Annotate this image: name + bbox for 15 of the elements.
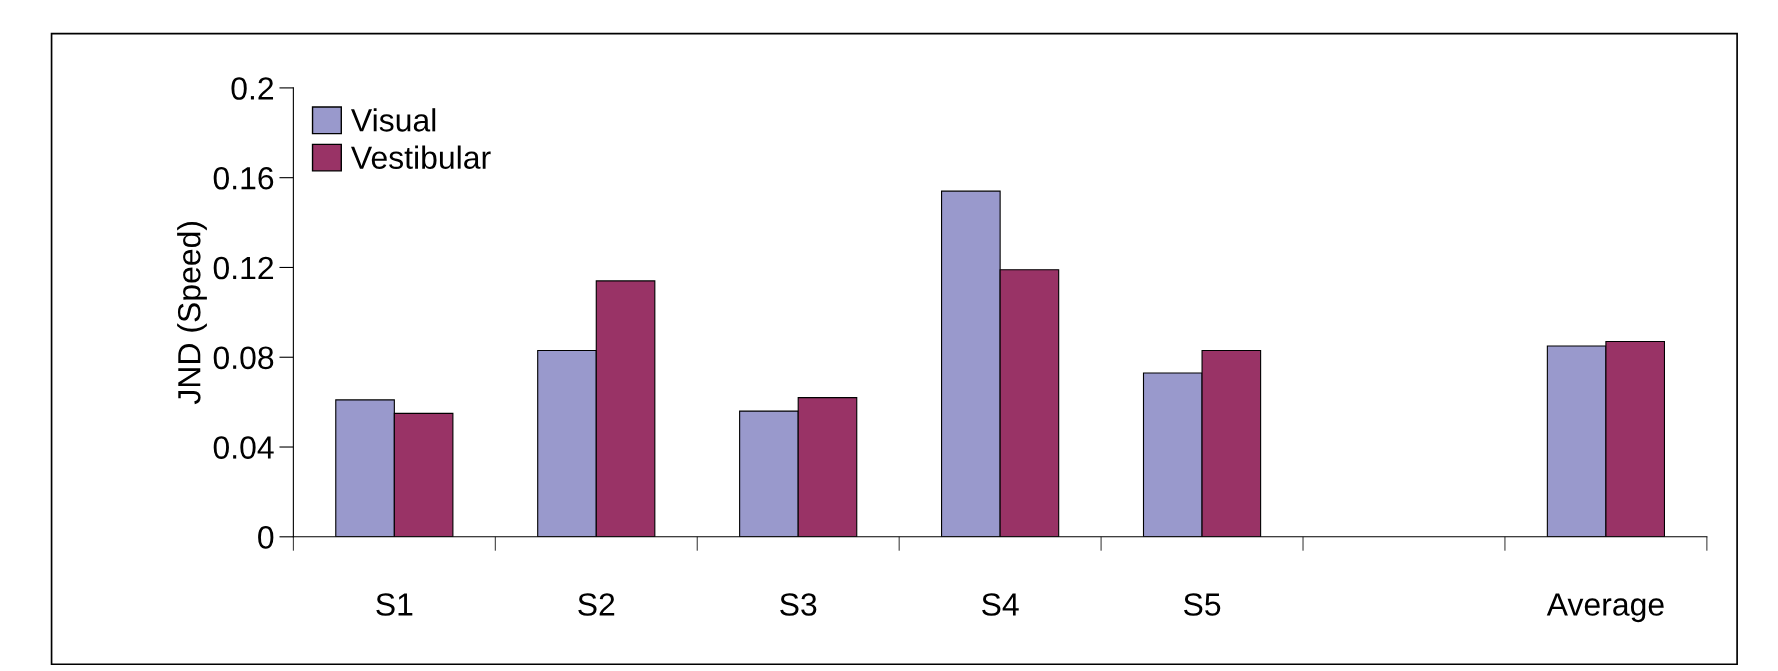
x-tick-label: S1: [376, 593, 413, 616]
y-tick-label: 0.04: [213, 436, 274, 459]
x-tick-label: S4: [982, 593, 1019, 616]
y-tick-label: 0: [258, 526, 274, 549]
y-axis-title: JND (Speed): [177, 222, 207, 405]
x-tick-label: S5: [1183, 593, 1221, 616]
y-tick-label: 0.12: [213, 256, 274, 280]
y-tick-label: 0.08: [213, 346, 274, 370]
x-tick-label: Average: [1546, 593, 1664, 623]
x-tick-label: S3: [780, 593, 817, 616]
x-tick-label: S2: [578, 593, 615, 616]
y-tick-label: 0.2: [231, 77, 274, 100]
y-tick-label: 0.16: [213, 166, 274, 190]
legend-label: Vestibular: [351, 145, 491, 169]
legend-label: Visual: [351, 108, 436, 132]
